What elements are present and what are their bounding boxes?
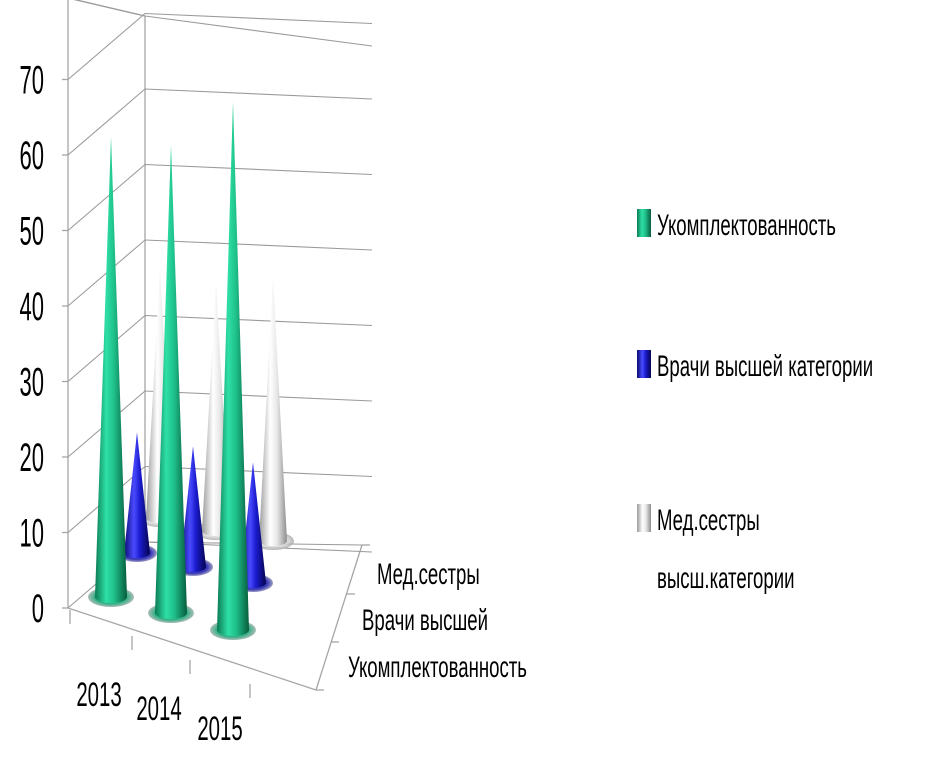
y-tick-label: 50 [20, 209, 44, 254]
x-tick-label: 2013 [76, 676, 121, 714]
legend-label: Укомплектованность [657, 209, 836, 243]
legend-swatch [637, 504, 651, 532]
gridline-40 [67, 239, 373, 307]
legend-swatch [637, 209, 651, 237]
x-tick-label: 2014 [136, 690, 181, 728]
gridline-top [74, 0, 373, 47]
gridline-70 [67, 12, 373, 80]
series-axis-label: Укомплектованность [348, 651, 527, 685]
y-tick-label: 40 [20, 284, 44, 329]
cone-bar [259, 276, 287, 546]
y-tick-label: 60 [20, 133, 44, 178]
y-tick-label: 10 [20, 511, 44, 556]
legend: Укомплектованность Врачи высшей категории… [637, 209, 873, 596]
series-axis-label: Врачи высшей [362, 604, 488, 638]
y-axis-ticks: 0 10 20 30 40 50 60 70 [20, 58, 44, 631]
gridline-30 [67, 314, 373, 382]
gridline-10 [67, 465, 373, 533]
cone-bar [180, 446, 206, 572]
gridline-50 [67, 163, 373, 231]
chart-walls [62, 0, 373, 698]
category-axis-labels: 2013 2014 2015 [76, 676, 242, 748]
gridline-20 [67, 390, 373, 458]
legend-label: высш.категории [657, 562, 795, 596]
cone-bar [217, 101, 249, 636]
legend-label: Мед.сестры [657, 504, 760, 538]
y-tick-label: 20 [20, 435, 44, 480]
x-tick-label: 2015 [197, 710, 242, 748]
cone-bars [88, 101, 294, 640]
cone-bar [155, 144, 187, 619]
series-axis-labels: Мед.сестры Врачи высшей Укомплектованность [348, 558, 527, 685]
floor-front-edge [67, 607, 317, 691]
floor-right-edge [315, 544, 363, 691]
y-tick-label: 30 [20, 360, 44, 405]
y-tick-label: 0 [32, 586, 44, 631]
legend-label: Врачи высшей категории [657, 350, 873, 384]
y-tick-label: 70 [20, 58, 44, 103]
series-axis-label: Мед.сестры [377, 558, 480, 592]
cone-bar [95, 136, 127, 603]
gridline-60 [67, 88, 373, 156]
cone-bar [124, 432, 150, 558]
legend-swatch [637, 350, 651, 378]
